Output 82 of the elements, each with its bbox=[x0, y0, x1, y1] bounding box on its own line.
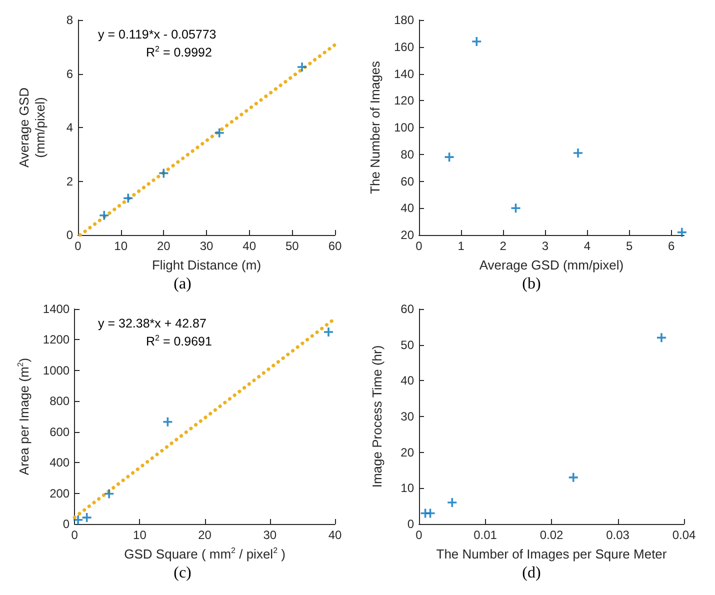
y-tick-label: 1000 bbox=[42, 363, 70, 378]
y-tick-label: 30 bbox=[400, 410, 414, 424]
x-tick-label: 0.03 bbox=[606, 528, 630, 542]
y-tick-label: 800 bbox=[50, 394, 70, 408]
y-tick-label: 8 bbox=[66, 13, 74, 27]
point bbox=[444, 152, 454, 162]
y-tick-label: 6 bbox=[66, 66, 74, 81]
x-tick-label: 50 bbox=[285, 239, 300, 253]
annotation: y = 0.119*x - 0.05773 bbox=[98, 28, 216, 42]
y-tick-label: 2 bbox=[66, 174, 74, 188]
y-tick-label: 140 bbox=[394, 66, 414, 81]
point bbox=[511, 204, 520, 213]
x-tick-label: 0.04 bbox=[672, 528, 696, 542]
x-tick-label: 5 bbox=[626, 239, 633, 253]
x-tick-label: 40 bbox=[328, 528, 342, 542]
x-tick-label: 30 bbox=[263, 528, 277, 542]
y-tick-label: 400 bbox=[50, 456, 70, 470]
x-tick-label: 1 bbox=[458, 239, 465, 253]
x-tick-label: 4 bbox=[584, 239, 591, 253]
point bbox=[124, 194, 133, 203]
point bbox=[214, 128, 224, 138]
y-tick-label: 60 bbox=[400, 174, 414, 188]
y-axis-title: The Number of Images bbox=[368, 60, 383, 194]
x-tick-label: 10 bbox=[133, 528, 147, 542]
x-tick-label: 10 bbox=[114, 239, 128, 253]
y-tick-label: 80 bbox=[400, 147, 414, 162]
point bbox=[104, 489, 114, 498]
y-tick-label: 4 bbox=[66, 120, 74, 134]
y-tick-label: 160 bbox=[394, 40, 414, 54]
y-tick-label: 600 bbox=[50, 424, 70, 439]
x-tick-label: 40 bbox=[242, 239, 256, 253]
y-tick-label: 60 bbox=[400, 302, 414, 316]
point bbox=[74, 515, 83, 524]
point bbox=[677, 228, 686, 237]
x-tick-label: 60 bbox=[328, 239, 342, 253]
y-tick-label: 1400 bbox=[42, 302, 70, 316]
y-tick-label: 50 bbox=[400, 338, 414, 352]
y-axis-title: Average GSD (mm/pixel) bbox=[16, 88, 48, 168]
y-tick-label: 20 bbox=[400, 445, 414, 460]
x-tick-label: 2 bbox=[500, 239, 507, 253]
x-tick-label: 20 bbox=[198, 528, 212, 542]
y-tick-label: 120 bbox=[394, 94, 414, 108]
y-tick-label: 20 bbox=[400, 228, 414, 242]
y-tick-label: 40 bbox=[400, 201, 414, 216]
text: (d) bbox=[522, 564, 541, 582]
y-tick-label: 100 bbox=[394, 120, 414, 134]
text: (c) bbox=[174, 564, 192, 582]
y-tick-label: 200 bbox=[50, 486, 70, 500]
y-axis-title: Image Process Time (hr) bbox=[370, 345, 384, 488]
x-tick-label: 30 bbox=[200, 239, 214, 253]
x-axis-title: The Number of Images per Squre Meter bbox=[436, 546, 668, 562]
x-tick-label: 3 bbox=[542, 239, 549, 253]
y-tick-label: 40 bbox=[400, 374, 414, 388]
text: (b) bbox=[522, 276, 541, 292]
y-tick-label: 0 bbox=[407, 517, 414, 531]
point bbox=[656, 333, 666, 342]
y-tick-label: 0 bbox=[66, 228, 74, 242]
annotation: y = 32.38*x + 42.87 bbox=[98, 316, 206, 330]
point bbox=[448, 498, 457, 507]
x-tick-label: 0.01 bbox=[474, 528, 498, 542]
point bbox=[574, 148, 582, 158]
x-tick-label: 0 bbox=[74, 239, 82, 253]
y-tick-label: 10 bbox=[400, 481, 414, 496]
y-tick-label: 0 bbox=[62, 517, 70, 531]
point bbox=[324, 328, 333, 337]
point bbox=[472, 37, 482, 46]
y-tick-label: 180 bbox=[394, 13, 414, 27]
point bbox=[298, 62, 307, 72]
point bbox=[163, 417, 172, 426]
point bbox=[568, 472, 578, 482]
x-tick-label: 20 bbox=[156, 239, 171, 253]
x-axis-title: Average GSD (mm/pixel) bbox=[479, 258, 624, 272]
x-tick-label: 6 bbox=[668, 239, 676, 253]
x-tick-label: 0 bbox=[416, 239, 423, 253]
x-axis-title: Flight Distance (m) bbox=[152, 258, 262, 272]
y-tick-label: 1200 bbox=[42, 332, 70, 347]
x-tick-label: 0 bbox=[416, 528, 423, 542]
point bbox=[82, 513, 92, 522]
y-axis-title: Area per Image (m2) bbox=[16, 358, 32, 476]
text: (a) bbox=[174, 276, 192, 292]
point bbox=[100, 210, 109, 220]
x-tick-label: 0.02 bbox=[540, 528, 564, 542]
